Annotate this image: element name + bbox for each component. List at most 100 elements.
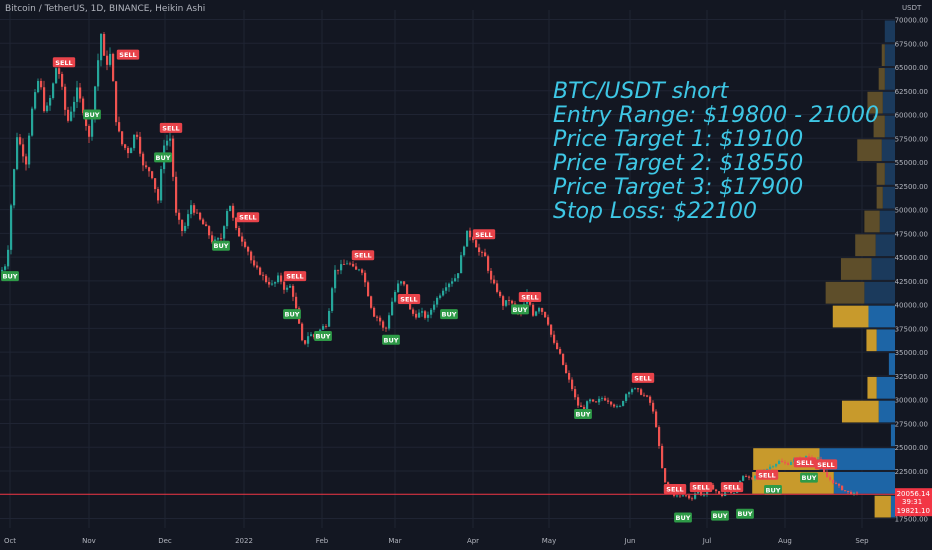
candle-body [856,492,859,494]
candle-body [361,269,364,273]
price-label-box [895,488,932,517]
signal-label: SELL [286,273,303,281]
candle-body [568,373,571,380]
candle-body [130,148,133,154]
vp-bar-up [884,115,895,138]
vp-bar-up [864,281,895,304]
candle-body [202,219,205,225]
candle-body [712,484,715,490]
candle-body [40,80,43,88]
candle-body [388,315,391,329]
vp-bar-down [832,305,869,328]
signal-label: BUY [802,474,817,482]
candle-body [544,311,547,318]
annotation-line: Price Target 2: $18550 [553,151,804,176]
signal-label: BUY [766,486,781,494]
signal-label: BUY [713,512,728,520]
vp-bar-up [884,44,895,67]
candle-body [838,483,841,486]
candle-body [226,211,229,227]
signal-badge [351,250,375,261]
candle-body [268,281,271,285]
candle-body [406,284,409,301]
x-tick-label: Mar [388,537,401,545]
signal-label: SELL [758,471,775,479]
candle-body [700,490,703,496]
candle-body [748,476,751,478]
y-tick-label: 50000.00 [895,207,928,215]
signal-label: SELL [666,486,683,494]
vp-bar-down [876,186,883,209]
candles-layer [1,32,859,501]
signal-badge [283,271,307,282]
vp-bar-up [884,163,895,185]
candle-body [355,266,358,270]
candle-body [403,281,406,285]
candle-body [115,81,118,123]
candle-body [109,53,112,65]
candle-body [451,281,454,284]
candle-body [721,493,724,497]
signal-badge [689,482,713,493]
candle-body [217,238,220,240]
candle-body [679,495,682,497]
candle-body [409,300,412,310]
signal-label: SELL [634,374,651,382]
candle-body [253,260,256,266]
candle-body [172,138,175,177]
candle-body [616,406,619,408]
x-tick-label: Feb [316,537,329,545]
candle-body [589,399,592,402]
x-tick-label: Aug [778,537,792,545]
vp-bar-down [874,495,891,518]
grid-lines [0,10,895,528]
x-tick-label: Dec [158,537,172,545]
candle-body [658,427,661,446]
y-tick-label: 40000.00 [895,302,928,310]
low-price-label: 19821.10 [897,507,930,515]
candle-body [136,134,139,137]
candle-body [346,263,349,265]
candle-body [229,205,232,212]
candle-body [841,485,844,491]
candle-body [196,212,199,214]
annotation-line: Price Target 1: $19100 [553,127,804,152]
candle-body [19,137,22,145]
candle-body [682,495,685,497]
candle-body [694,493,697,499]
y-tick-label: 57500.00 [895,135,928,143]
candle-body [478,247,481,253]
candle-body [349,263,352,265]
vp-bar-up [878,400,895,423]
time-axis: Oct Nov Dec 2022 Feb Mar Apr May Jun Jul Aug Sep [4,537,869,545]
candle-body [592,399,595,402]
candle-body [370,296,373,308]
candle-body [94,86,97,116]
candle-body [703,494,706,496]
y-tick-label: 32500.00 [895,373,928,381]
signal-badge [212,240,230,251]
candle-body [631,389,634,393]
candle-body [394,291,397,302]
candle-body [502,296,505,306]
candle-body [64,86,67,110]
candle-body [13,169,16,206]
vp-bar-down [855,234,876,257]
candle-body [508,300,511,302]
candle-body [385,327,388,329]
signal-label: SELL [162,124,179,132]
candle-body [442,290,445,296]
signal-label: SELL [521,294,538,302]
candle-body [127,147,130,154]
candle-body [598,398,601,403]
signal-badge [397,293,421,304]
y-tick-label: 55000.00 [895,159,928,167]
signal-badge [674,512,692,523]
y-tick-label: 22500.00 [895,468,928,476]
vp-bar-down [873,115,885,138]
signal-label: BUY [3,273,18,281]
candle-body [715,489,718,492]
candle-body [277,275,280,283]
candle-body [52,83,55,98]
